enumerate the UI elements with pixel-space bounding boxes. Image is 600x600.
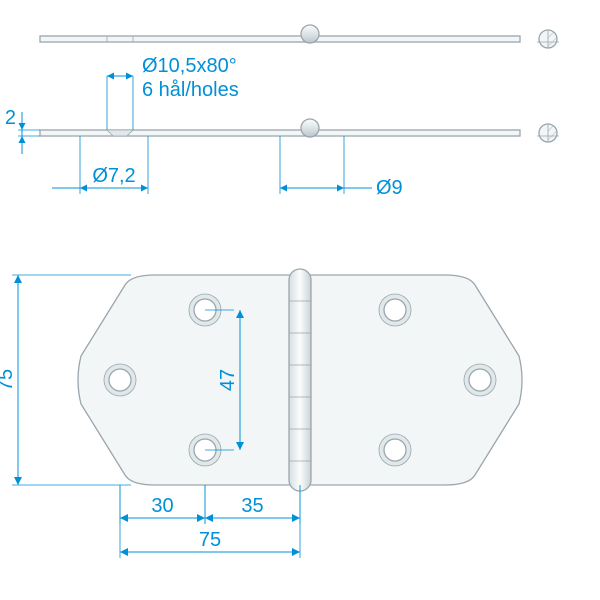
hole xyxy=(384,299,406,321)
dim-value: 75 xyxy=(199,529,221,551)
hole xyxy=(384,439,406,461)
hinge-pin xyxy=(301,119,319,137)
dim-value: 47 xyxy=(217,369,239,391)
label-csk: Ø10,5x80° xyxy=(142,55,237,77)
hinge-pin xyxy=(301,25,319,43)
label-thickness: 2 xyxy=(5,107,16,129)
dim-value: 75 xyxy=(0,369,17,391)
label-d9: Ø9 xyxy=(376,177,403,199)
hole xyxy=(109,369,131,391)
hole xyxy=(469,369,491,391)
label-d7-2: Ø7,2 xyxy=(92,165,135,187)
knuckle xyxy=(289,269,311,491)
dim-value: 35 xyxy=(241,495,263,517)
plate xyxy=(40,36,520,42)
label-holes: 6 hål/holes xyxy=(142,79,239,101)
dim-value: 30 xyxy=(151,495,173,517)
